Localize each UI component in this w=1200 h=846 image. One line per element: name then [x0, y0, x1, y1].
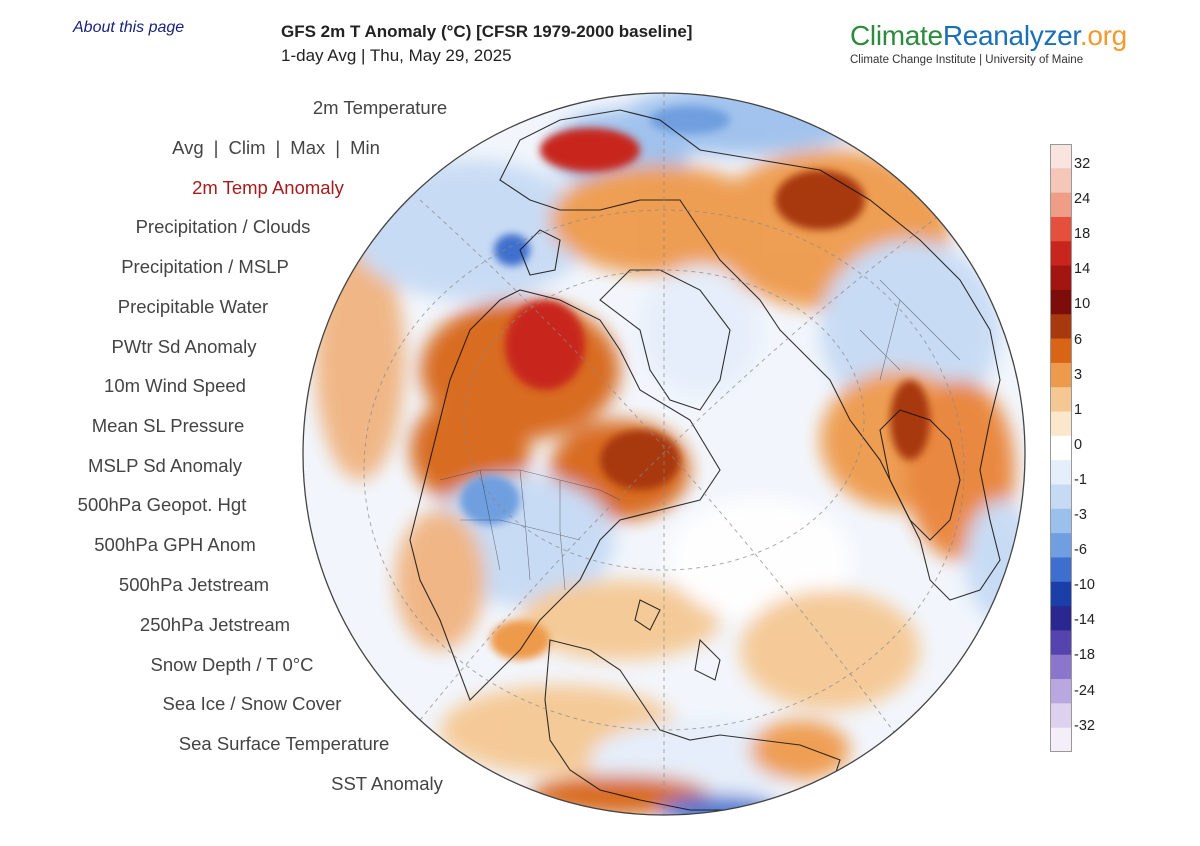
colorbar-swatch — [1050, 362, 1072, 388]
colorbar-swatch — [1050, 435, 1072, 461]
colorbar-swatch — [1050, 679, 1072, 704]
colorbar-tick-label: -32 — [1074, 717, 1095, 734]
colorbar-swatch — [1050, 630, 1072, 656]
globe-outline — [302, 92, 1026, 816]
menu-item-10m-wind-speed[interactable]: 10m Wind Speed — [104, 375, 246, 396]
stat-avg[interactable]: Avg — [172, 137, 204, 158]
colorbar-swatch — [1050, 460, 1072, 485]
menu-item-sea-ice-snow-cover[interactable]: Sea Ice / Snow Cover — [162, 693, 342, 714]
colorbar-swatch — [1050, 216, 1072, 242]
colorbar-swatch — [1050, 192, 1072, 218]
colorbar-tick-label: -18 — [1074, 647, 1095, 664]
brand-name-part2: Reanalyzer — [942, 20, 1080, 51]
about-this-page-link[interactable]: About this page — [73, 19, 185, 36]
menu-item-250hpa-jetstream[interactable]: 250hPa Jetstream — [139, 614, 291, 635]
colorbar-swatch — [1050, 703, 1072, 729]
colorbar-tick-label: 14 — [1074, 261, 1091, 278]
brand-tagline: Climate Change Institute | University of… — [850, 54, 1084, 66]
stat-max[interactable]: Max — [290, 137, 326, 158]
colorbar-tick-label: 18 — [1074, 226, 1091, 243]
stat-min[interactable]: Min — [350, 137, 380, 158]
colorbar-tick-label: 0 — [1074, 436, 1083, 453]
menu-item-precipitable-water[interactable]: Precipitable Water — [117, 296, 269, 317]
brand-name-part3: .org — [1079, 20, 1127, 51]
colorbar-tick-label: -6 — [1074, 542, 1087, 559]
colorbar — [1050, 144, 1072, 752]
stat-separator: | — [275, 137, 281, 158]
temperature-stat-row: Avg | Clim | Max | Min — [172, 137, 380, 159]
menu-item-pwtr-sd-anomaly[interactable]: PWtr Sd Anomaly — [111, 336, 257, 357]
colorbar-swatch — [1050, 265, 1072, 291]
colorbar-tick-label: -3 — [1074, 507, 1087, 523]
map-title: GFS 2m T Anomaly (°C) [CFSR 1979-2000 ba… — [281, 22, 693, 41]
menu-item-sst-anomaly[interactable]: SST Anomaly — [331, 773, 443, 794]
colorbar-tick-label: -1 — [1074, 471, 1087, 488]
brand-logo[interactable]: ClimateReanalyzer.org Climate Change Ins… — [850, 20, 1127, 66]
colorbar-swatch — [1050, 606, 1072, 631]
menu-item-500hpa-gph-anom[interactable]: 500hPa GPH Anom — [94, 534, 256, 555]
colorbar-swatch — [1050, 289, 1072, 315]
borders — [439, 279, 961, 591]
stat-separator: | — [213, 137, 219, 158]
colorbar-swatch — [1050, 654, 1072, 680]
brand-name-part1: Climate — [850, 20, 943, 51]
menu-item-sea-surface-temperature[interactable]: Sea Surface Temperature — [178, 733, 390, 754]
colorbar-swatch — [1050, 411, 1072, 437]
menu-item-precipitation-mslp[interactable]: Precipitation / MSLP — [121, 256, 289, 277]
colorbar-swatch — [1050, 144, 1072, 169]
anomaly-globe-map[interactable] — [300, 87, 1030, 822]
anomaly-field — [315, 93, 1025, 815]
colorbar-tick-label: 24 — [1074, 191, 1091, 208]
menu-item-500hpa-geopot-hgt[interactable]: 500hPa Geopot. Hgt — [77, 494, 247, 515]
colorbar-frame — [1050, 144, 1072, 752]
colorbar-tick-label: 32 — [1074, 156, 1091, 172]
menu-item-snow-depth[interactable]: Snow Depth / T 0°C — [150, 654, 314, 675]
map-title-block: GFS 2m T Anomaly (°C) [CFSR 1979-2000 ba… — [281, 22, 692, 66]
colorbar-swatches — [1050, 144, 1072, 752]
menu-item-mslp-sd-anomaly[interactable]: MSLP Sd Anomaly — [88, 455, 242, 476]
colorbar-swatch — [1050, 338, 1072, 364]
graticule — [363, 93, 965, 815]
colorbar-swatch — [1050, 314, 1072, 340]
menu-item-mean-sl-pressure[interactable]: Mean SL Pressure — [91, 415, 245, 436]
colorbar-tick-label: 1 — [1074, 401, 1083, 418]
colorbar-swatch — [1050, 484, 1072, 510]
map-subtitle: 1-day Avg | Thu, May 29, 2025 — [281, 46, 512, 65]
colorbar-swatch — [1050, 168, 1072, 194]
colorbar-tick-label: -10 — [1074, 577, 1095, 594]
colorbar-tick-label: -24 — [1074, 682, 1095, 699]
colorbar-swatch — [1050, 241, 1072, 267]
menu-item-500hpa-jetstream[interactable]: 500hPa Jetstream — [118, 574, 270, 595]
colorbar-tick-label: -14 — [1074, 612, 1095, 629]
brand-name: ClimateReanalyzer.org — [850, 20, 1127, 52]
colorbar-tick-label: 6 — [1074, 331, 1083, 348]
menu-item-precipitation-clouds[interactable]: Precipitation / Clouds — [135, 216, 311, 237]
stat-separator: | — [335, 137, 341, 158]
colorbar-swatch — [1050, 581, 1072, 607]
menu-item-2m-temperature[interactable]: 2m Temperature — [312, 97, 448, 118]
colorbar-tick-label: 3 — [1074, 366, 1083, 383]
colorbar-swatch — [1050, 387, 1072, 413]
colorbar-tick-label: 10 — [1074, 296, 1091, 313]
colorbar-swatch — [1050, 508, 1072, 534]
colorbar-swatch — [1050, 533, 1072, 558]
colorbar-swatch — [1050, 557, 1072, 583]
colorbar-swatch — [1050, 727, 1072, 752]
stat-clim[interactable]: Clim — [228, 137, 266, 158]
menu-item-2m-temp-anomaly[interactable]: 2m Temp Anomaly — [192, 177, 344, 198]
